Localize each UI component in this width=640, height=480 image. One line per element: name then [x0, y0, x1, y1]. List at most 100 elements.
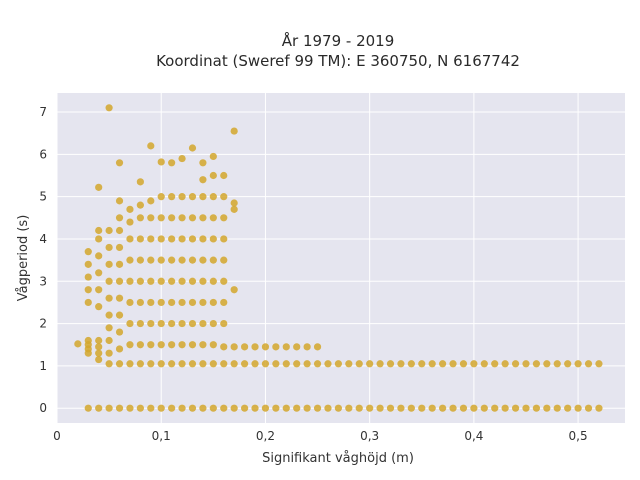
data-point: [157, 193, 165, 201]
data-point: [220, 171, 228, 180]
data-point: [178, 193, 186, 201]
data-point: [147, 256, 155, 264]
data-point: [126, 341, 134, 349]
data-point: [188, 319, 197, 328]
data-point: [105, 349, 113, 357]
data-point: [491, 404, 499, 412]
data-point: [199, 319, 207, 328]
data-point: [188, 360, 197, 368]
data-point: [95, 183, 103, 191]
data-point: [95, 355, 103, 364]
data-point: [168, 277, 176, 285]
data-point: [188, 277, 197, 285]
data-point: [345, 404, 353, 412]
data-point: [178, 341, 186, 349]
chart-subtitle: Koordinat (Sweref 99 TM): E 360750, N 61…: [156, 52, 520, 70]
data-point: [199, 159, 207, 167]
data-point: [209, 214, 217, 222]
data-point: [261, 343, 270, 351]
data-points: [74, 104, 603, 412]
data-point: [522, 404, 530, 412]
y-tick-label: 2: [39, 317, 47, 331]
data-point: [115, 294, 124, 302]
data-point: [147, 197, 155, 205]
data-point: [168, 360, 176, 368]
data-point: [115, 260, 124, 268]
data-point: [418, 360, 426, 368]
data-point: [282, 404, 290, 412]
data-point: [595, 360, 603, 368]
data-point: [511, 404, 520, 412]
data-point: [115, 243, 124, 252]
data-point: [407, 404, 415, 412]
data-point: [543, 360, 551, 368]
data-point: [168, 193, 176, 201]
data-point: [449, 404, 457, 412]
data-point: [574, 404, 582, 412]
data-point: [230, 360, 238, 368]
data-point: [157, 158, 165, 166]
data-point: [126, 360, 134, 368]
data-point: [115, 328, 124, 336]
data-point: [157, 360, 165, 368]
data-point: [95, 343, 103, 351]
data-point: [282, 360, 290, 368]
data-point: [115, 214, 124, 222]
data-point: [334, 360, 342, 368]
data-point: [230, 199, 238, 207]
x-tick-label: 0: [53, 429, 61, 443]
data-point: [230, 127, 238, 135]
data-point: [251, 360, 259, 368]
data-point: [407, 360, 415, 368]
data-point: [501, 404, 509, 412]
data-point: [199, 256, 207, 264]
data-point: [105, 277, 113, 285]
y-tick-label: 7: [39, 105, 47, 119]
data-point: [324, 404, 332, 412]
data-point: [428, 404, 436, 412]
data-point: [584, 404, 593, 412]
data-point: [115, 404, 124, 412]
data-point: [178, 404, 186, 412]
data-point: [459, 404, 468, 412]
data-point: [220, 235, 228, 243]
data-point: [532, 360, 541, 368]
data-point: [147, 214, 155, 222]
data-point: [105, 226, 113, 235]
data-point: [428, 360, 436, 368]
data-point: [178, 256, 186, 264]
data-point: [220, 277, 228, 285]
data-point: [470, 360, 478, 368]
data-point: [115, 345, 124, 353]
data-point: [157, 404, 165, 412]
data-point: [397, 404, 405, 412]
data-point: [574, 360, 582, 368]
data-point: [126, 319, 134, 328]
data-point: [105, 360, 113, 368]
data-point: [199, 235, 207, 243]
data-point: [376, 404, 384, 412]
data-point: [178, 319, 186, 328]
data-point: [199, 214, 207, 222]
data-point: [168, 214, 176, 222]
data-point: [272, 343, 280, 351]
data-point: [595, 404, 603, 412]
data-point: [157, 319, 165, 328]
data-point: [397, 360, 405, 368]
data-point: [95, 269, 103, 277]
data-point: [334, 404, 342, 412]
data-point: [199, 298, 207, 307]
data-point: [439, 404, 447, 412]
data-point: [261, 404, 270, 412]
data-point: [293, 343, 301, 351]
chart-title: År 1979 - 2019: [282, 31, 395, 50]
data-point: [115, 226, 124, 235]
data-point: [84, 349, 92, 357]
data-point: [126, 256, 134, 264]
data-point: [188, 235, 197, 243]
data-point: [355, 404, 363, 412]
data-point: [136, 235, 144, 243]
data-point: [220, 319, 228, 328]
data-point: [355, 360, 363, 368]
